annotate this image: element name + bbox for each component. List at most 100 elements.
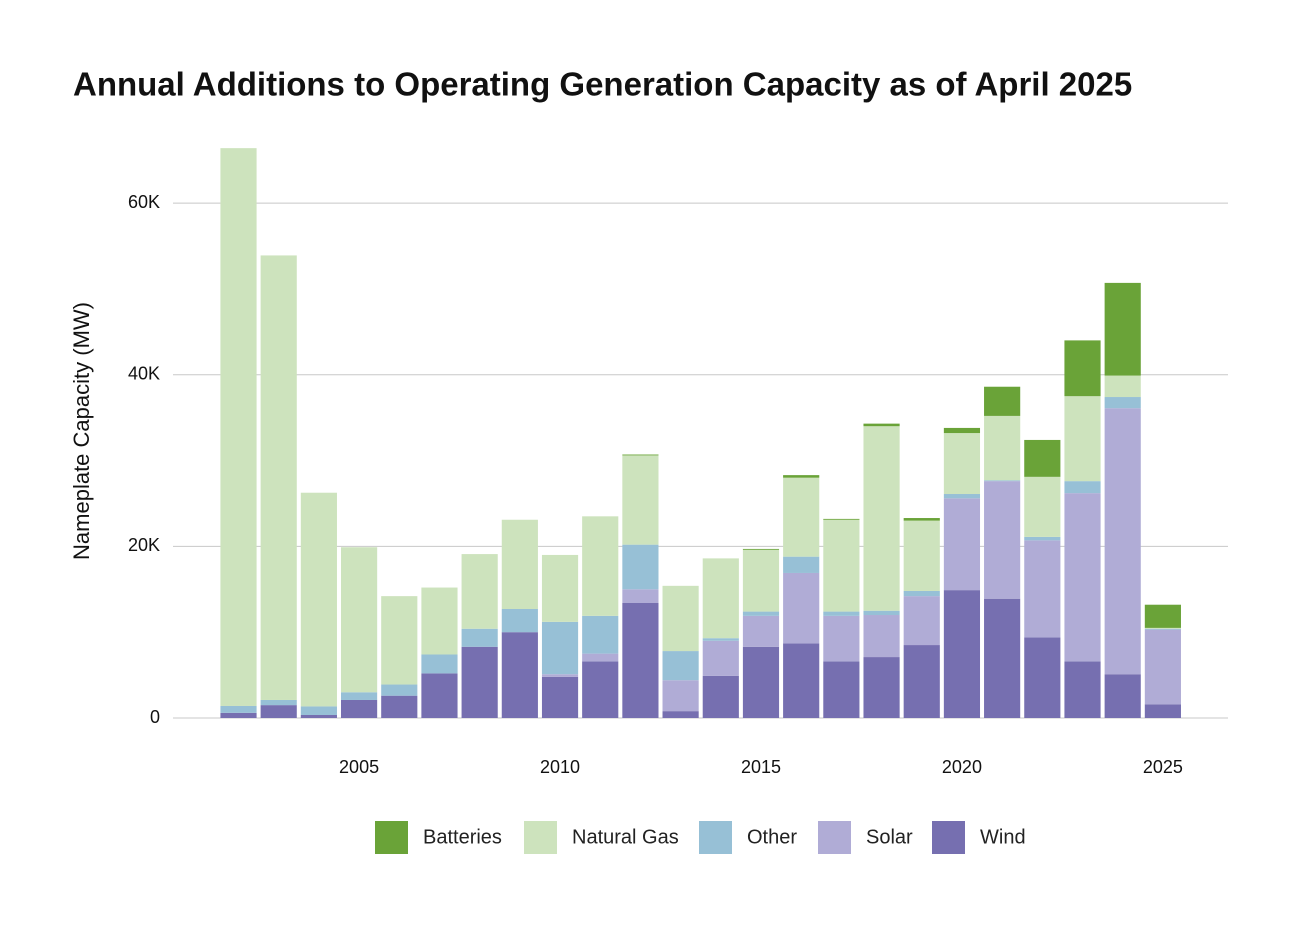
bar-segment — [340, 692, 378, 700]
y-tick-label: 0 — [150, 707, 160, 727]
bar-segment — [742, 646, 780, 718]
bar-segment — [501, 609, 538, 633]
bar-segment — [622, 454, 659, 456]
bar-segment — [622, 544, 659, 590]
bar-segment — [461, 554, 498, 629]
x-tick-label: 2005 — [339, 757, 379, 777]
bar-segment — [662, 651, 699, 681]
bar-segment — [340, 547, 378, 693]
bar-segment — [220, 712, 257, 718]
bar-segment — [1024, 476, 1061, 537]
bar-segment — [1064, 396, 1101, 482]
bar-segment — [582, 661, 619, 718]
y-axis-title: Nameplate Capacity (MW) — [69, 302, 94, 560]
bar-segment — [260, 705, 297, 718]
bar-segment — [300, 714, 337, 718]
bar-segment — [381, 695, 418, 718]
y-tick-label: 20K — [128, 535, 160, 555]
bar-segment — [300, 492, 337, 707]
bar-segment — [1104, 674, 1141, 718]
bar-segment — [903, 596, 940, 646]
bar-segment — [984, 481, 1021, 599]
bar-segment — [1064, 493, 1101, 662]
bar-segment — [903, 518, 940, 521]
bar-segment — [421, 587, 458, 655]
bar-segment — [742, 548, 780, 550]
bar-segment — [943, 498, 981, 591]
bar-segment — [662, 680, 699, 712]
bar-segment — [662, 711, 699, 718]
bar-segment — [903, 645, 940, 718]
bar-segment — [381, 596, 418, 685]
bar-segment — [1104, 408, 1141, 675]
legend-swatch — [375, 821, 408, 854]
bar-segment — [1024, 536, 1061, 541]
y-tick-label: 40K — [128, 363, 160, 383]
bar-segment — [742, 549, 780, 612]
bar-segment — [1064, 661, 1101, 718]
bar-segment — [783, 643, 820, 718]
bar-segment — [943, 494, 981, 499]
bar-segment — [1144, 628, 1181, 630]
bar-segment — [863, 426, 900, 611]
bar-segment — [421, 673, 458, 718]
legend-swatch — [818, 821, 851, 854]
bar-segment — [702, 558, 739, 639]
bar-segment — [903, 590, 940, 597]
bar-segment — [1104, 397, 1141, 409]
x-tick-label: 2010 — [540, 757, 580, 777]
bar-segment — [742, 611, 780, 616]
bar-segment — [461, 646, 498, 718]
x-tick-label: 2015 — [741, 757, 781, 777]
bar-segment — [1024, 540, 1061, 638]
bar-segment — [1024, 439, 1061, 477]
bar-segment — [903, 520, 940, 591]
bar-segment — [541, 674, 579, 677]
bar-segment — [622, 455, 659, 545]
bar-segment — [260, 255, 297, 700]
bar-segment — [783, 477, 820, 557]
bar-segment — [1064, 340, 1101, 397]
bar-segment — [1144, 604, 1181, 628]
x-tick-label: 2020 — [942, 757, 982, 777]
bar-segment — [541, 621, 579, 675]
bar-segment — [1024, 637, 1061, 718]
bar-segment — [943, 433, 981, 495]
bar-segment — [662, 585, 699, 652]
bar-segment — [783, 556, 820, 573]
bar-segment — [783, 475, 820, 478]
bar-segment — [702, 638, 739, 641]
bar-segment — [1144, 629, 1181, 705]
bar-segment — [582, 516, 619, 616]
bar-segment — [300, 706, 337, 715]
legend-swatch — [932, 821, 965, 854]
bar-segment — [823, 615, 860, 662]
bar-segment — [943, 427, 981, 434]
bar-segment — [381, 684, 418, 696]
bar-segment — [863, 423, 900, 427]
bar-segment — [1104, 375, 1141, 398]
bar-segment — [541, 676, 579, 718]
legend-label: Other — [747, 826, 797, 848]
bar-segment — [984, 598, 1021, 718]
bar-segment — [783, 572, 820, 644]
bar-segment — [742, 615, 780, 647]
bar-segment — [823, 661, 860, 718]
bar-segment — [622, 589, 659, 603]
bar-segment — [702, 640, 739, 676]
bar-segment — [541, 554, 579, 622]
bar-segment — [984, 415, 1021, 481]
chart-title: Annual Additions to Operating Generation… — [73, 66, 1132, 103]
bar-segment — [823, 518, 860, 520]
bar-segment — [863, 610, 900, 616]
bar-segment — [421, 654, 458, 674]
legend-label: Natural Gas — [572, 826, 679, 848]
bar-segment — [702, 675, 739, 718]
bar-segment — [220, 148, 257, 706]
legend-swatch — [699, 821, 732, 854]
bar-segment — [582, 653, 619, 662]
bar-segment — [823, 611, 860, 616]
x-tick-label: 2025 — [1143, 757, 1183, 777]
bar-segment — [461, 628, 498, 647]
